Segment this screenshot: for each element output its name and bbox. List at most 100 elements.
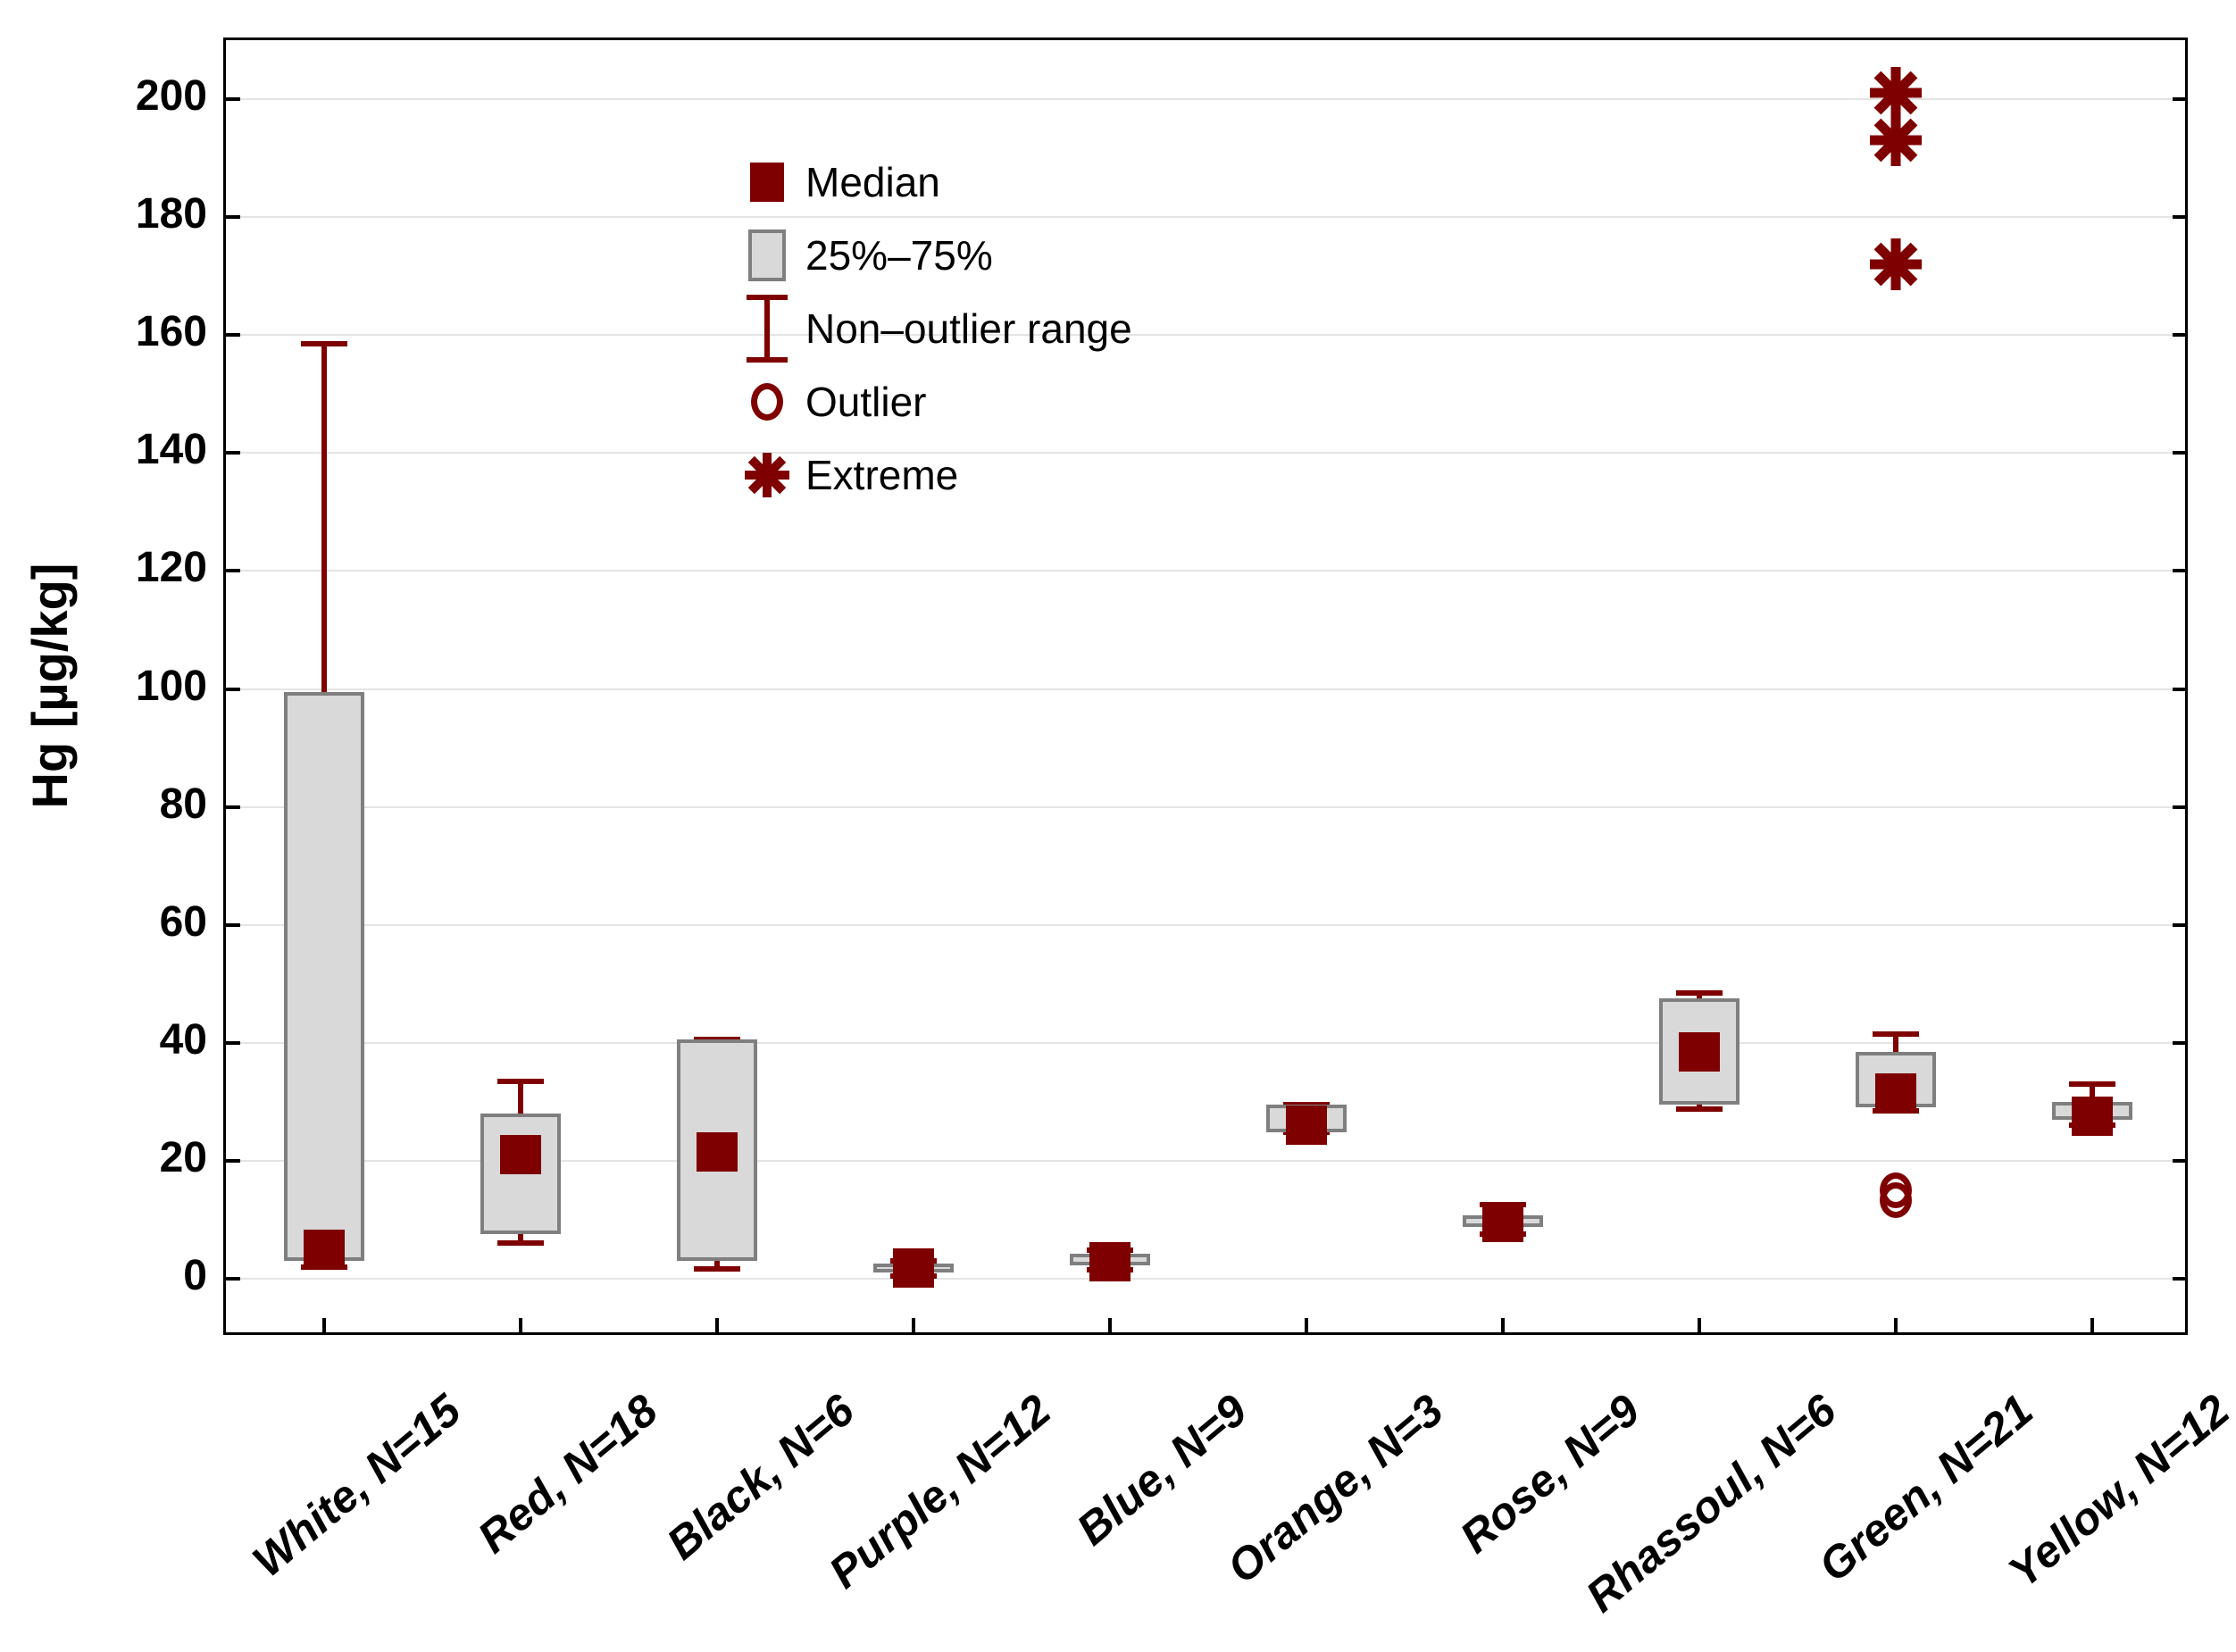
upper-whisker-line <box>518 1080 523 1114</box>
box-group-orange <box>226 40 2185 1332</box>
y-tick-left-180 <box>226 215 240 220</box>
extreme-marker <box>1870 67 1922 120</box>
iqr-box <box>284 691 364 1262</box>
legend-label-outlier: Outlier <box>805 379 927 425</box>
y-tick-left-40 <box>226 1040 240 1045</box>
y-tick-label-0: 0 <box>183 1251 207 1299</box>
outlier-circle-icon <box>751 383 783 421</box>
gridline-20 <box>226 1159 2185 1162</box>
y-tick-right-20 <box>2173 1158 2185 1163</box>
y-tick-label-140: 140 <box>135 426 207 474</box>
x-tick-0 <box>322 1318 326 1332</box>
y-tick-right-60 <box>2173 922 2185 927</box>
y-tick-label-40: 40 <box>159 1015 207 1064</box>
x-tick-1 <box>519 1318 522 1332</box>
x-tick-2 <box>715 1318 719 1332</box>
y-tick-label-80: 80 <box>159 780 207 828</box>
y-tick-left-120 <box>226 569 240 573</box>
gridline-180 <box>226 216 2185 219</box>
legend-item-extreme: Extreme <box>739 438 1132 512</box>
x-tick-7 <box>1698 1318 1701 1332</box>
outlier-marker <box>1880 1182 1912 1219</box>
legend: Median 25%–75% Non–outlier range Outlier… <box>739 146 1132 512</box>
lower-whisker-line <box>714 1261 720 1269</box>
upper-whisker-line <box>321 344 327 692</box>
y-tick-right-80 <box>2173 805 2185 809</box>
median-marker <box>697 1131 738 1172</box>
y-tick-left-200 <box>226 97 240 102</box>
lower-whisker-cap <box>1676 1106 1723 1112</box>
x-tick-3 <box>912 1318 915 1332</box>
median-marker <box>1089 1242 1131 1282</box>
x-tick-label-4: Blue, N=9 <box>1067 1384 1256 1556</box>
y-tick-left-60 <box>226 922 240 927</box>
y-tick-label-200: 200 <box>135 72 207 121</box>
box-group-green <box>226 40 2185 1332</box>
y-tick-label-60: 60 <box>159 897 207 946</box>
y-tick-label-20: 20 <box>159 1133 207 1181</box>
x-tick-label-2: Black, N=6 <box>656 1384 864 1570</box>
legend-item-median: Median <box>739 146 1132 219</box>
y-tick-label-120: 120 <box>135 544 207 592</box>
median-marker <box>304 1229 345 1269</box>
y-tick-left-100 <box>226 687 240 691</box>
y-tick-right-120 <box>2173 569 2185 573</box>
iqr-box <box>677 1039 757 1262</box>
median-marker <box>893 1248 934 1289</box>
y-tick-right-180 <box>2173 215 2185 220</box>
x-tick-4 <box>1108 1318 1112 1332</box>
iqr-box-icon <box>748 229 786 281</box>
y-tick-left-160 <box>226 333 240 338</box>
gridline-40 <box>226 1041 2185 1044</box>
legend-label-non-outlier-range: Non–outlier range <box>805 305 1132 352</box>
median-marker <box>1875 1072 1916 1113</box>
extreme-asterisk-icon <box>745 453 789 497</box>
lower-whisker-line <box>518 1234 523 1244</box>
extreme-marker <box>1870 238 1922 290</box>
x-tick-6 <box>1501 1318 1505 1332</box>
whisker-range-icon <box>747 295 788 363</box>
gridline-100 <box>226 688 2185 690</box>
box-group-white <box>226 40 2185 1332</box>
median-square-icon <box>750 163 784 202</box>
y-tick-right-0 <box>2173 1276 2185 1281</box>
upper-whisker-cap <box>1873 1030 1919 1037</box>
box-group-blue <box>226 40 2185 1332</box>
box-group-yellow <box>226 40 2185 1332</box>
x-tick-5 <box>1305 1318 1308 1332</box>
y-tick-right-200 <box>2173 97 2185 102</box>
legend-item-iqr: 25%–75% <box>739 219 1132 292</box>
lower-whisker-cap <box>497 1240 544 1247</box>
y-tick-left-140 <box>226 451 240 455</box>
gridline-120 <box>226 570 2185 572</box>
gridline-200 <box>226 98 2185 101</box>
upper-whisker-cap <box>301 341 347 347</box>
median-marker <box>1286 1106 1327 1146</box>
gridline-0 <box>226 1277 2185 1280</box>
y-axis-tick-labels: 0 20 40 60 80 100 120 140 160 180 200 <box>0 0 207 1652</box>
x-tick-8 <box>1894 1318 1898 1332</box>
x-tick-label-0: White, N=15 <box>243 1384 471 1587</box>
y-tick-right-100 <box>2173 687 2185 691</box>
box-group-rose <box>226 40 2185 1332</box>
x-tick-label-5: Orange, N=3 <box>1217 1384 1453 1593</box>
median-marker <box>500 1135 541 1175</box>
box-group-red <box>226 40 2185 1332</box>
box-group-purple <box>226 40 2185 1332</box>
upper-whisker-cap <box>2069 1081 2115 1087</box>
y-tick-right-140 <box>2173 451 2185 455</box>
y-tick-label-160: 160 <box>135 308 207 356</box>
gridline-80 <box>226 805 2185 808</box>
legend-label-iqr: 25%–75% <box>805 232 993 279</box>
x-tick-label-1: Red, N=18 <box>468 1384 667 1563</box>
y-tick-right-160 <box>2173 333 2185 338</box>
median-marker <box>1679 1031 1720 1072</box>
upper-whisker-line <box>1697 992 1702 999</box>
box-group-black <box>226 40 2185 1332</box>
legend-label-extreme: Extreme <box>805 452 959 498</box>
x-tick-9 <box>2090 1318 2094 1332</box>
y-tick-left-20 <box>226 1158 240 1163</box>
gridline-160 <box>226 334 2185 337</box>
upper-whisker-cap <box>497 1078 544 1084</box>
extreme-marker <box>1870 114 1922 167</box>
